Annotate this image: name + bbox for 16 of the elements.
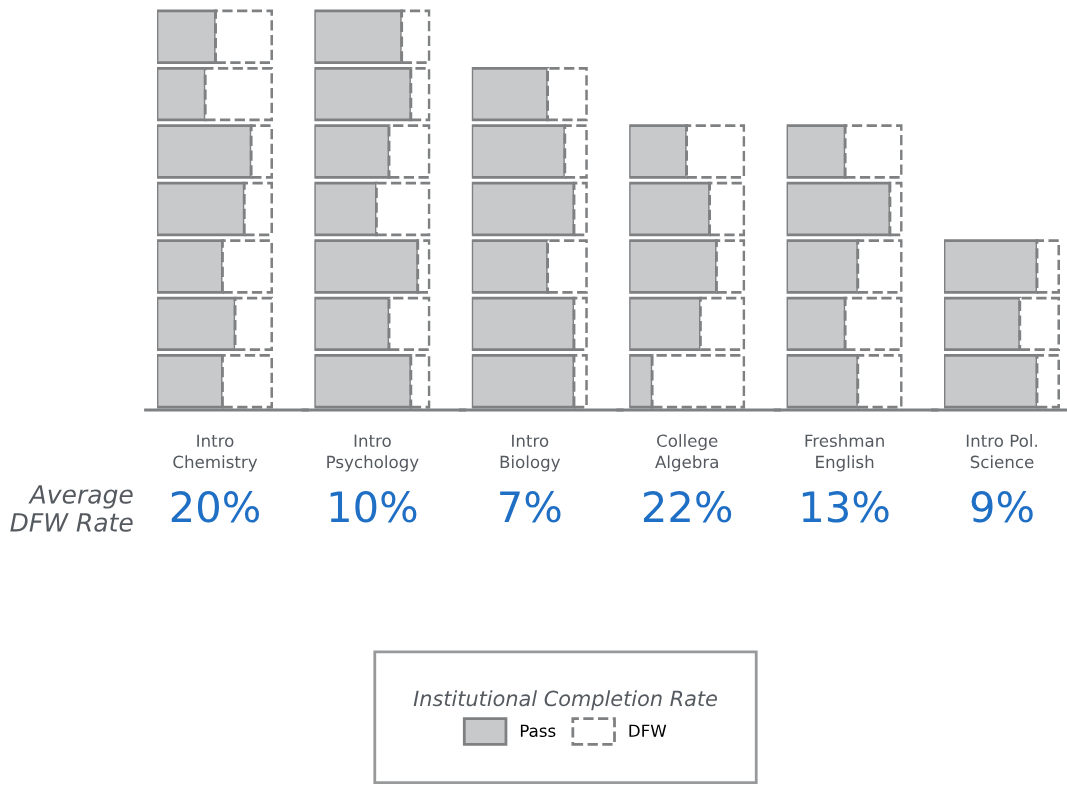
- text: 9%: [971, 491, 1033, 523]
- text: 10%: [330, 491, 417, 523]
- legend-label: Pass: [520, 724, 556, 738]
- text: 20%: [171, 491, 260, 523]
- text: 22%: [643, 491, 732, 523]
- text: 7%: [500, 491, 561, 523]
- x-axis-title: Intro Psychology: [327, 434, 419, 472]
- x-axis-title: College Algebra: [655, 434, 718, 472]
- x-axis-title: Intro Pol. Science: [966, 434, 1037, 469]
- x-axis-title: Freshman English: [805, 434, 884, 472]
- legend-label: DFW: [629, 724, 667, 737]
- text: Average DFW Rate: [10, 485, 133, 532]
- x-axis-title: Intro Chemistry: [173, 434, 258, 472]
- legend-title: Institutional Completion Rate: [413, 690, 717, 711]
- text: 13%: [802, 491, 889, 523]
- x-axis-title: Intro Biology: [500, 434, 561, 472]
